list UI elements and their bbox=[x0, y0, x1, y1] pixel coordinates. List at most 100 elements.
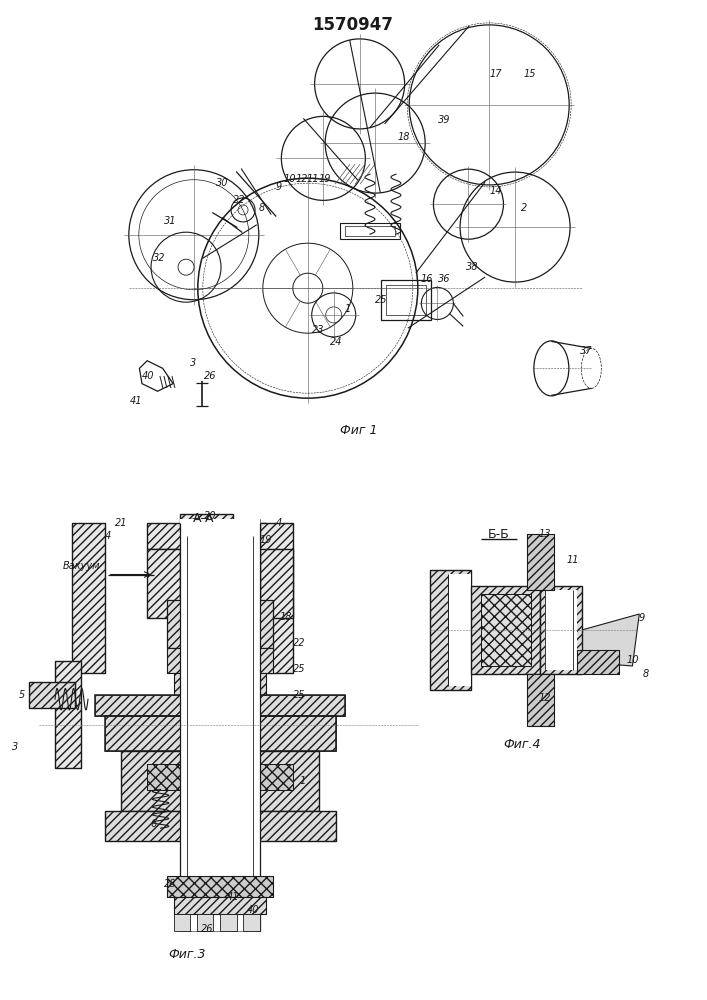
Text: 9: 9 bbox=[638, 613, 645, 623]
Text: Фиг.3: Фиг.3 bbox=[168, 948, 206, 962]
Text: 10: 10 bbox=[626, 655, 638, 665]
Bar bbox=[147, 764, 293, 790]
Text: 25: 25 bbox=[293, 664, 305, 674]
Bar bbox=[28, 682, 75, 708]
Bar bbox=[472, 586, 540, 674]
Text: 8: 8 bbox=[259, 203, 265, 213]
Text: 10: 10 bbox=[284, 174, 296, 184]
Text: Б-Б: Б-Б bbox=[488, 528, 510, 540]
Text: 18: 18 bbox=[280, 612, 292, 622]
Text: 5: 5 bbox=[19, 690, 25, 700]
Bar bbox=[180, 519, 259, 931]
Bar bbox=[105, 811, 336, 841]
Bar bbox=[540, 586, 582, 674]
Bar bbox=[180, 549, 259, 600]
Bar bbox=[180, 609, 259, 635]
Bar bbox=[147, 523, 267, 549]
Bar bbox=[147, 523, 267, 549]
Bar bbox=[167, 648, 273, 673]
Text: А-А: А-А bbox=[193, 512, 214, 525]
Bar bbox=[180, 514, 233, 532]
Text: 2: 2 bbox=[521, 203, 527, 213]
Text: 28: 28 bbox=[164, 879, 177, 889]
Bar bbox=[345, 226, 395, 236]
Text: Фиг 1: Фиг 1 bbox=[340, 424, 378, 437]
Text: 4: 4 bbox=[105, 531, 111, 541]
Text: 22: 22 bbox=[293, 638, 305, 648]
Text: 16: 16 bbox=[421, 274, 433, 284]
Bar bbox=[220, 914, 237, 931]
Bar bbox=[430, 570, 472, 690]
Bar bbox=[448, 574, 472, 686]
Text: 18: 18 bbox=[398, 132, 411, 142]
Text: 36: 36 bbox=[438, 274, 450, 284]
Text: 20: 20 bbox=[204, 511, 216, 521]
Bar bbox=[481, 594, 531, 666]
Bar bbox=[121, 751, 319, 811]
Text: 12: 12 bbox=[539, 693, 551, 703]
Bar bbox=[381, 280, 431, 320]
Bar bbox=[540, 586, 582, 674]
Text: 30: 30 bbox=[216, 178, 228, 188]
Text: 25: 25 bbox=[375, 295, 387, 305]
Bar bbox=[180, 519, 259, 931]
Bar bbox=[472, 586, 540, 674]
Bar bbox=[577, 650, 619, 674]
Text: Фиг.4: Фиг.4 bbox=[503, 738, 541, 752]
Bar bbox=[180, 514, 233, 532]
Text: 41: 41 bbox=[130, 396, 143, 406]
Bar bbox=[527, 674, 554, 726]
Text: 22: 22 bbox=[233, 195, 245, 205]
Text: 26: 26 bbox=[201, 924, 213, 934]
Text: 21: 21 bbox=[115, 518, 127, 528]
Bar bbox=[187, 557, 253, 592]
Text: 17: 17 bbox=[489, 69, 502, 79]
Bar bbox=[174, 914, 190, 931]
Bar bbox=[197, 914, 214, 931]
Bar bbox=[481, 594, 531, 666]
Bar bbox=[174, 897, 267, 914]
Bar bbox=[105, 811, 336, 841]
Text: 11: 11 bbox=[307, 174, 320, 184]
Text: 39: 39 bbox=[438, 115, 450, 125]
Text: Вакуум: Вакуум bbox=[63, 561, 100, 571]
Bar bbox=[386, 285, 426, 315]
Bar bbox=[180, 549, 259, 600]
Text: 25: 25 bbox=[293, 690, 305, 700]
Text: 40: 40 bbox=[141, 371, 154, 381]
Bar bbox=[259, 549, 293, 617]
Text: 1: 1 bbox=[299, 776, 305, 786]
Bar bbox=[95, 695, 346, 716]
Bar bbox=[174, 673, 267, 699]
Bar bbox=[527, 534, 554, 590]
Bar bbox=[167, 876, 273, 897]
Bar bbox=[527, 534, 554, 590]
Text: 4: 4 bbox=[276, 518, 283, 528]
Text: 31: 31 bbox=[164, 216, 177, 226]
Text: 13: 13 bbox=[539, 529, 551, 539]
Bar bbox=[105, 716, 336, 751]
Bar bbox=[121, 751, 319, 811]
Text: 41: 41 bbox=[227, 892, 240, 902]
Bar bbox=[187, 527, 253, 931]
Text: 26: 26 bbox=[204, 371, 216, 381]
Bar bbox=[28, 682, 75, 708]
Bar bbox=[259, 549, 293, 617]
Text: 12: 12 bbox=[296, 174, 308, 184]
Bar bbox=[105, 716, 336, 751]
Polygon shape bbox=[582, 614, 639, 666]
Bar bbox=[481, 594, 531, 666]
Bar bbox=[71, 523, 105, 673]
Bar bbox=[243, 914, 259, 931]
Bar bbox=[167, 876, 273, 897]
Bar bbox=[167, 648, 273, 673]
Text: 24: 24 bbox=[329, 337, 342, 347]
Bar bbox=[180, 609, 259, 635]
Text: 19: 19 bbox=[260, 535, 272, 545]
Text: 6: 6 bbox=[151, 819, 157, 829]
Bar bbox=[174, 673, 267, 699]
Bar bbox=[71, 523, 105, 673]
Text: 40: 40 bbox=[247, 905, 259, 915]
Text: 19: 19 bbox=[318, 174, 331, 184]
Text: 9: 9 bbox=[276, 182, 282, 192]
